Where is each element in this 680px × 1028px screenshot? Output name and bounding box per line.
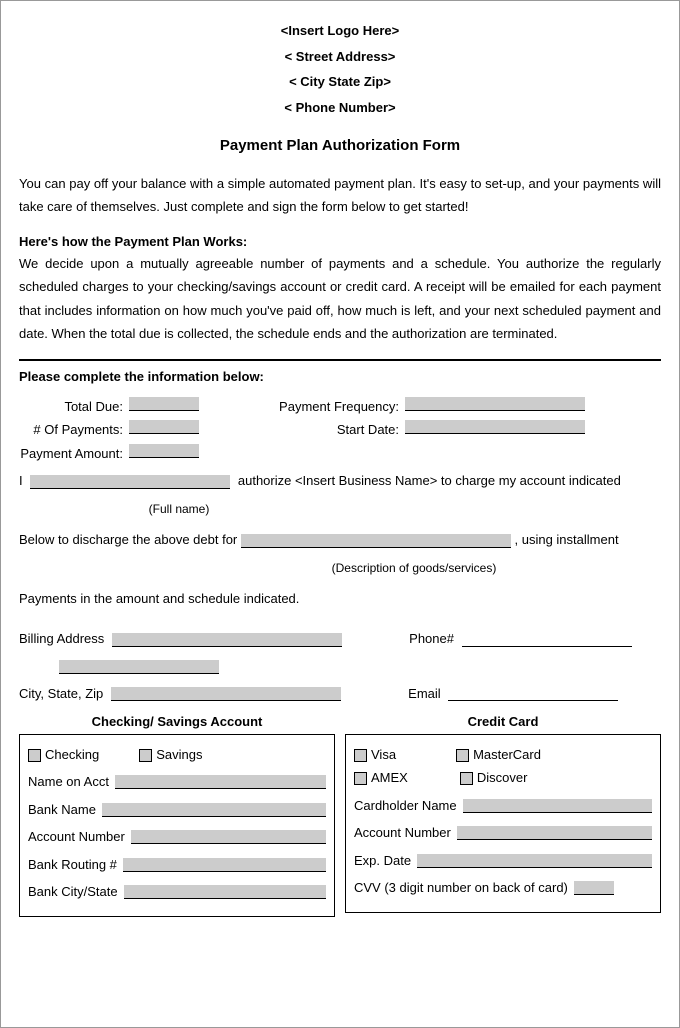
page: <Insert Logo Here> < Street Address> < C… xyxy=(0,0,680,1028)
field-phone[interactable] xyxy=(462,633,632,647)
row-total-freq: Total Due: Payment Frequency: xyxy=(19,397,661,417)
checking-title: Checking/ Savings Account xyxy=(19,712,335,732)
field-full-name[interactable] xyxy=(30,475,230,489)
auth-line-2: Below to discharge the above debt for , … xyxy=(19,528,661,553)
payment-method-columns: Checking/ Savings Account Checking Savin… xyxy=(19,712,661,917)
field-description[interactable] xyxy=(241,534,511,548)
field-name-on-acct[interactable] xyxy=(115,775,326,789)
complete-title: Please complete the information below: xyxy=(19,367,661,387)
field-total-due[interactable] xyxy=(129,397,199,411)
row-routing: Bank Routing # xyxy=(28,855,326,875)
checking-cb-row: Checking Savings xyxy=(28,745,326,765)
row-cc-acct: Account Number xyxy=(354,823,652,843)
field-exp-date[interactable] xyxy=(417,854,652,868)
label-city-state-zip: City, State, Zip xyxy=(19,686,103,701)
checkbox-visa[interactable] xyxy=(354,749,367,762)
label-total-due: Total Due: xyxy=(19,397,129,417)
field-num-payments[interactable] xyxy=(129,420,199,434)
row-acct-number: Account Number xyxy=(28,827,326,847)
cb-discover-wrap: Discover xyxy=(460,768,528,788)
field-billing-address-2[interactable] xyxy=(59,660,219,674)
payments-amount-line: Payments in the amount and schedule indi… xyxy=(19,587,661,612)
form-title: Payment Plan Authorization Form xyxy=(19,135,661,158)
billing-row-2 xyxy=(59,656,661,676)
checkbox-amex[interactable] xyxy=(354,772,367,785)
row-bank-name: Bank Name xyxy=(28,800,326,820)
cb-amex-wrap: AMEX xyxy=(354,768,408,788)
field-routing[interactable] xyxy=(123,858,326,872)
credit-cb-row-2: AMEX Discover xyxy=(354,768,652,788)
how-works-body: We decide upon a mutually agreeable numb… xyxy=(19,252,661,346)
label-billing-address: Billing Address xyxy=(19,631,104,646)
field-city-state-zip[interactable] xyxy=(111,687,341,701)
intro-paragraph: You can pay off your balance with a simp… xyxy=(19,172,661,219)
row-numpay-start: # Of Payments: Start Date: xyxy=(19,420,661,440)
label-phone: Phone# xyxy=(409,631,454,646)
credit-column: Credit Card Visa MasterCard AMEX Discove… xyxy=(345,712,661,917)
fullname-sublabel: (Full name) xyxy=(79,500,279,518)
checking-column: Checking/ Savings Account Checking Savin… xyxy=(19,712,335,917)
field-cvv[interactable] xyxy=(574,881,614,895)
authorize-text: authorize <Insert Business Name> to char… xyxy=(238,473,621,488)
label-email: Email xyxy=(408,686,441,701)
field-start-date[interactable] xyxy=(405,420,585,434)
field-bank-city[interactable] xyxy=(124,885,326,899)
billing-row: Billing Address Phone# xyxy=(19,627,661,652)
label-num-payments: # Of Payments: xyxy=(19,420,129,440)
field-email[interactable] xyxy=(448,687,618,701)
label-payment-amount: Payment Amount: xyxy=(19,444,129,464)
row-name-on-acct: Name on Acct xyxy=(28,772,326,792)
row-payment-amount: Payment Amount: xyxy=(19,444,661,464)
field-acct-number[interactable] xyxy=(131,830,326,844)
checkbox-savings[interactable] xyxy=(139,749,152,762)
row-cvv: CVV (3 digit number on back of card) xyxy=(354,878,652,898)
field-cc-acct[interactable] xyxy=(457,826,652,840)
field-bank-name[interactable] xyxy=(102,803,326,817)
using-installment: , using installment xyxy=(515,532,619,547)
how-works-title: Here's how the Payment Plan Works: xyxy=(19,232,661,252)
below-discharge: Below to discharge the above debt for xyxy=(19,532,241,547)
city-email-row: City, State, Zip Email xyxy=(19,682,661,707)
divider xyxy=(19,359,661,361)
label-start-date: Start Date: xyxy=(199,420,399,440)
checkbox-checking[interactable] xyxy=(28,749,41,762)
auth-line-1: I authorize <Insert Business Name> to ch… xyxy=(19,469,661,494)
credit-box: Visa MasterCard AMEX Discover Cardholder… xyxy=(345,734,661,913)
row-bank-city: Bank City/State xyxy=(28,882,326,902)
row-exp-date: Exp. Date xyxy=(354,851,652,871)
checking-box: Checking Savings Name on Acct Bank Name … xyxy=(19,734,335,917)
credit-cb-row-1: Visa MasterCard xyxy=(354,745,652,765)
checkbox-mastercard[interactable] xyxy=(456,749,469,762)
credit-title: Credit Card xyxy=(345,712,661,732)
header-citystatezip: < City State Zip> xyxy=(19,72,661,92)
checkbox-discover[interactable] xyxy=(460,772,473,785)
header-phone: < Phone Number> xyxy=(19,98,661,118)
i-prefix: I xyxy=(19,473,23,488)
cb-mastercard-wrap: MasterCard xyxy=(456,745,541,765)
field-payment-freq[interactable] xyxy=(405,397,585,411)
header-street: < Street Address> xyxy=(19,47,661,67)
field-billing-address[interactable] xyxy=(112,633,342,647)
cb-savings-wrap: Savings xyxy=(139,745,202,765)
cb-visa-wrap: Visa xyxy=(354,745,396,765)
header-logo: <Insert Logo Here> xyxy=(19,21,661,41)
field-cardholder[interactable] xyxy=(463,799,652,813)
label-payment-freq: Payment Frequency: xyxy=(199,397,399,417)
field-payment-amount[interactable] xyxy=(129,444,199,458)
cb-checking-wrap: Checking xyxy=(28,745,99,765)
row-cardholder: Cardholder Name xyxy=(354,796,652,816)
desc-sublabel: (Description of goods/services) xyxy=(279,559,549,577)
